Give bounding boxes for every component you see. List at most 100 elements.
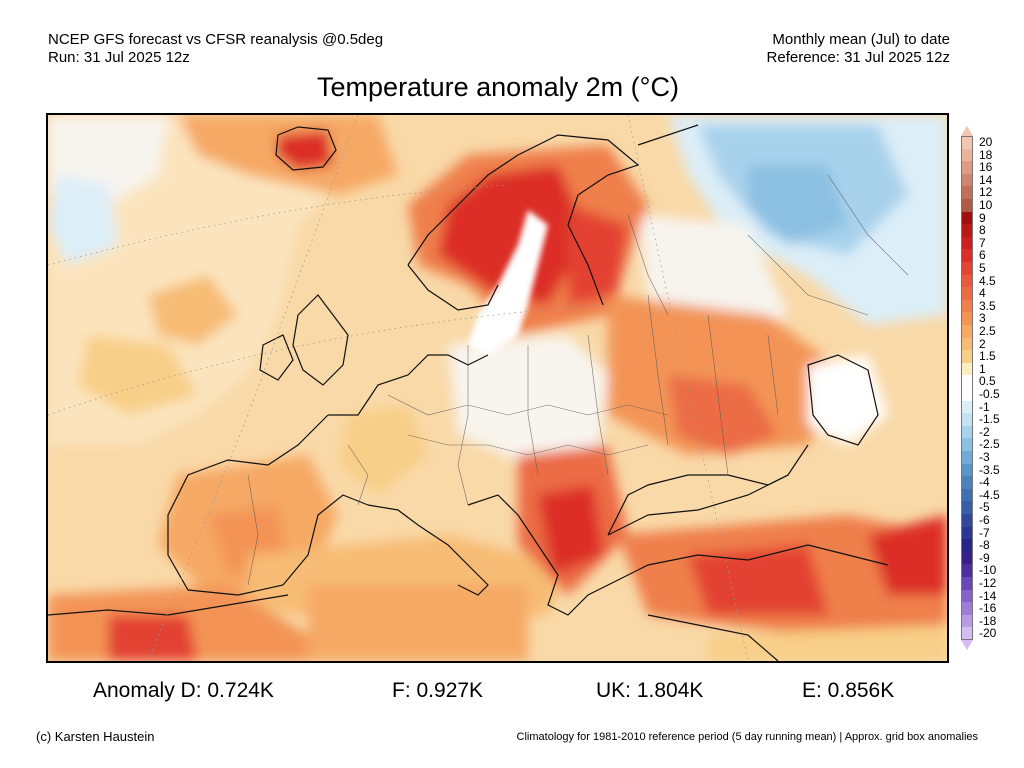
period-description: Monthly mean (Jul) to date bbox=[772, 31, 950, 48]
iceland-warm-anomaly bbox=[276, 130, 333, 170]
colorbar-label: 8 bbox=[979, 223, 986, 238]
colorbar-swatch bbox=[961, 463, 973, 477]
colorbar-swatch bbox=[961, 589, 973, 603]
colorbar-label: 4 bbox=[979, 286, 986, 301]
colorbar-swatch bbox=[961, 388, 973, 401]
colorbar-swatch bbox=[961, 551, 973, 565]
colorbar-swatch bbox=[961, 425, 973, 439]
colorbar-label: -4.5 bbox=[979, 487, 1000, 502]
colorbar-label: -4 bbox=[979, 475, 990, 490]
colorbar-swatch bbox=[961, 501, 973, 514]
black-sea-coast bbox=[607, 444, 809, 536]
ireland-coast bbox=[259, 334, 294, 381]
colorbar-label: -3.5 bbox=[979, 462, 1000, 477]
north-africa-coast bbox=[48, 594, 289, 616]
great-britain-coast bbox=[292, 294, 349, 386]
colorbar-label: 2 bbox=[979, 336, 986, 351]
turkey-north-coast bbox=[607, 544, 889, 586]
map-title: Temperature anomaly 2m (°C) bbox=[317, 72, 679, 102]
colorbar-swatch bbox=[961, 627, 973, 640]
colorbar-swatch bbox=[961, 476, 973, 489]
colorbar-swatch bbox=[961, 577, 973, 590]
colorbar-label: 10 bbox=[979, 198, 993, 212]
colorbar-label: -20 bbox=[979, 626, 997, 641]
colorbar-label: -10 bbox=[979, 563, 997, 578]
colorbar-label: 14 bbox=[979, 172, 993, 187]
stat-germany: Anomaly D: 0.724K bbox=[93, 679, 274, 702]
model-description: NCEP GFS forecast vs CFSR reanalysis @0.… bbox=[48, 31, 384, 48]
colorbar-label: -12 bbox=[979, 576, 997, 590]
colorbar-swatch bbox=[961, 413, 973, 426]
anomaly-stats: Anomaly D: 0.724K F: 0.927K UK: 1.804K E… bbox=[0, 679, 1024, 709]
header-right: Monthly mean (Jul) to date Reference: 31… bbox=[767, 31, 950, 67]
balkans-coast bbox=[467, 494, 609, 616]
map-canvas bbox=[48, 115, 947, 661]
colorbar-bottom-arrow bbox=[961, 640, 973, 650]
colorbar-swatch bbox=[961, 539, 973, 552]
colorbar-swatch bbox=[961, 136, 973, 149]
north-sea-coast bbox=[328, 354, 489, 416]
colorbar-label: -2 bbox=[979, 424, 990, 439]
colorbar-swatch bbox=[961, 564, 973, 577]
colorbar-label: -7 bbox=[979, 525, 990, 540]
colorbar-swatch bbox=[961, 526, 973, 540]
colorbar-label: 18 bbox=[979, 147, 993, 162]
colorbar-swatch bbox=[961, 148, 973, 162]
stat-uk: UK: 1.804K bbox=[596, 679, 704, 702]
colorbar-swatch bbox=[961, 488, 973, 502]
colorbar-label: 5 bbox=[979, 261, 986, 275]
colorbar-swatch bbox=[961, 186, 973, 199]
colorbar-swatch bbox=[961, 249, 973, 262]
country-borders bbox=[247, 174, 909, 586]
cold-ocean-patch bbox=[48, 175, 118, 265]
colorbar-label: -16 bbox=[979, 601, 997, 616]
colorbar-swatch bbox=[961, 236, 973, 250]
colorbar-label: -14 bbox=[979, 588, 997, 603]
colorbar-swatch bbox=[961, 224, 973, 237]
caspian-coast bbox=[807, 354, 879, 446]
colorbar-swatch bbox=[961, 514, 973, 527]
colorbar-label: 0.5 bbox=[979, 374, 996, 389]
colorbar-label: -8 bbox=[979, 538, 990, 553]
colorbar-swatch bbox=[961, 161, 973, 174]
colorbar-swatch bbox=[961, 287, 973, 300]
colorbar-swatch bbox=[961, 350, 973, 363]
italy-coast bbox=[367, 504, 489, 596]
scandinavia-coast bbox=[407, 134, 640, 306]
reference-time: Reference: 31 Jul 2025 12z bbox=[766, 49, 950, 66]
stat-france: F: 0.927K bbox=[392, 679, 484, 702]
colorbar-label: -1 bbox=[979, 399, 990, 414]
colorbar-swatch bbox=[961, 199, 973, 212]
colorbar-label: -9 bbox=[979, 550, 990, 565]
iceland-coast bbox=[275, 126, 337, 171]
colorbar-swatch bbox=[961, 438, 973, 451]
colorbar-label: 3 bbox=[979, 311, 986, 326]
colorbar-label: 4.5 bbox=[979, 273, 996, 288]
colorbar-label: 3.5 bbox=[979, 298, 996, 313]
colorbar-label: -2.5 bbox=[979, 437, 1000, 452]
colorbar-label: 12 bbox=[979, 185, 993, 200]
colorbar-label: -18 bbox=[979, 613, 997, 628]
header-left: NCEP GFS forecast vs CFSR reanalysis @0.… bbox=[48, 31, 383, 67]
colorbar-swatch bbox=[961, 602, 973, 615]
colorbar-label: 7 bbox=[979, 235, 986, 250]
colorbar-label: 16 bbox=[979, 160, 993, 175]
colorbar-swatch bbox=[961, 262, 973, 275]
run-time: Run: 31 Jul 2025 12z bbox=[48, 49, 190, 66]
colorbar-label: -1.5 bbox=[979, 412, 1000, 427]
colorbar-swatch bbox=[961, 173, 973, 187]
colorbar-swatch bbox=[961, 451, 973, 464]
colorbar-label: 6 bbox=[979, 248, 986, 263]
credit-text: (c) Karsten Haustein bbox=[36, 729, 155, 744]
colorbar-label: 9 bbox=[979, 210, 986, 225]
colorbar-label: -3 bbox=[979, 450, 990, 464]
colorbar-label: 1.5 bbox=[979, 349, 996, 364]
colorbar-label: -5 bbox=[979, 500, 990, 515]
colorbar-label: 20 bbox=[979, 135, 993, 149]
baltic-sea bbox=[468, 210, 548, 355]
graticule bbox=[48, 115, 749, 661]
colorbar-label: 2.5 bbox=[979, 324, 996, 338]
color-scale-legend: 20 18 16 14 12 10 9 8 7 6 5 4.5 4 3.5 3 2.5 2 1.5 1 0.5 -0.5… bbox=[958, 126, 1024, 652]
colorbar-swatch bbox=[961, 312, 973, 325]
anomaly-map bbox=[46, 113, 949, 663]
